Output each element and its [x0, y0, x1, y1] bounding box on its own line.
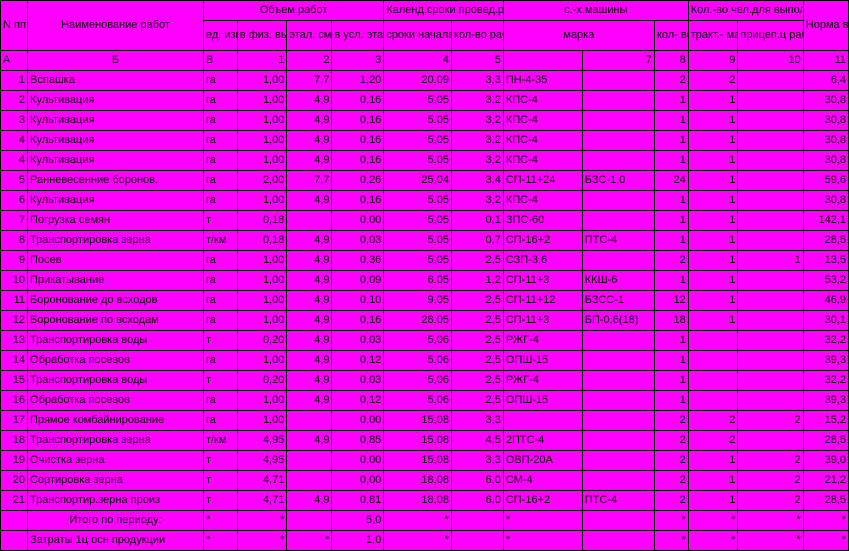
table-row: 5Ранневесенние боронов.га2,007,70,2625,0… — [1, 171, 849, 191]
table-row: 10Прикатываниега1,004,90,096,051,2СП-11+… — [1, 271, 849, 291]
table-row: 6Культивацияга1,004,90,165,053,2КПС-4113… — [1, 191, 849, 211]
table-row: 2Культивацияга1,004,90,165,053,2КПС-4113… — [1, 91, 849, 111]
hdr-pricep: прицеп.ц рабоч.на ручн. раб. — [738, 21, 803, 51]
footer-row: Итого по периоду:**5,0****** — [1, 511, 849, 531]
table-row: 14Обработка посевовга1,004,90,125,062,5О… — [1, 351, 849, 371]
hdr-marka: марка — [503, 21, 654, 51]
hdr-calendar: Календ.сроки провед.работ — [384, 1, 504, 21]
table-row: 12Боронование по всходамга1,004,90,1628,… — [1, 311, 849, 331]
table-row: 8Транспортировка зернат/км0,184,90,035,0… — [1, 231, 849, 251]
hdr-sroki: сроки начала работ — [384, 21, 452, 51]
hdr-volume: Объем работ — [203, 1, 383, 21]
hdr-usl: в усл. эталон. га — [332, 21, 384, 51]
hdr-machines: с.-х.машины — [503, 1, 688, 21]
table-row: 7Погрузка семянт0,180,005,050,1ЗПС-60111… — [1, 211, 849, 231]
table-row: 4Культивацияга1,004,90,165,053,2КПС-4113… — [1, 131, 849, 151]
footer-row: Затраты 1ц осн продукции***1,0****** — [1, 531, 849, 551]
table-row: 20Сортировка зернат4,710,0018,086,0СМ-42… — [1, 471, 849, 491]
hdr-etal: этал. смен. выра- ботка — [287, 21, 332, 51]
table-row: 15Транспортировка водыт0,204,90,035,062,… — [1, 371, 849, 391]
letter-row: А Б В 1 2 3 4 5 7 8 9 10 11 — [1, 51, 849, 71]
table-row: 3Культивацияга1,004,90,165,053,2КПС-4113… — [1, 111, 849, 131]
table-row: 18Транспортировка зернат/км4,954,90,8515… — [1, 431, 849, 451]
table-row: 16Обработка посевовга1,004,90,125,062,5О… — [1, 391, 849, 411]
table-row: 9Посевга1,004,90,365,052,5СЗП-3,621113,5 — [1, 251, 849, 271]
hdr-fiz: в физ. выраж — [237, 21, 287, 51]
table-row: 1Вспашкага1,007,71,2020,093,3ПН-4-35226,… — [1, 71, 849, 91]
hdr-dnei: кол-во рабоч. дней — [451, 21, 503, 51]
table-body: 1Вспашкага1,007,71,2020,093,3ПН-4-35226,… — [1, 71, 849, 551]
hdr-npp: N пп — [1, 1, 28, 51]
hdr-norma: Норма выра- ботки — [803, 1, 848, 51]
hdr-chel: Кол.-во чел.для выполн.нормы — [688, 1, 803, 21]
hdr-trakt: тракт.- машин. — [688, 21, 738, 51]
table-row: 4Культивацияга1,004,90,165,053,2КПС-4113… — [1, 151, 849, 171]
hdr-kolvo: кол- во — [654, 21, 688, 51]
table-row: 19Очистка зернат4,950,0015,083,3ОВП-20А2… — [1, 451, 849, 471]
table-row: 11Боронование до всходовга1,004,90,109,0… — [1, 291, 849, 311]
hdr-ed: ед. изм — [203, 21, 237, 51]
work-table: N пп Наименование работ Объем работ Кале… — [0, 0, 849, 551]
table-row: 17Прямое комбайнированиега1,000,0015,083… — [1, 411, 849, 431]
table-row: 13Транспортировка водыт0,204,90,035,062,… — [1, 331, 849, 351]
hdr-name: Наименование работ — [28, 1, 204, 51]
